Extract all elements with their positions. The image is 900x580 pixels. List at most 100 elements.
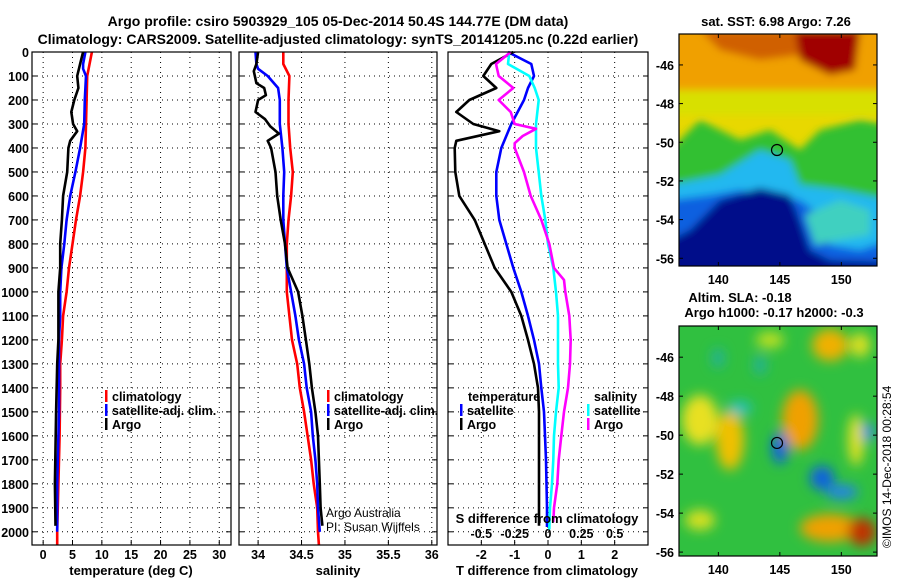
x-tick-label: 0 — [545, 548, 552, 562]
imos-credit: ©IMOS 14-Dec-2018 00:28:54 — [880, 385, 894, 548]
lat-tick-label: -48 — [656, 98, 674, 112]
y-tick-label: 1900 — [1, 502, 29, 516]
legend-swatch-climatology — [327, 390, 330, 402]
difference-legend-temperature: temperature satellite Argo — [460, 390, 540, 432]
s-difference-label: S difference from climatology — [456, 511, 640, 526]
temperature-series-argo — [53, 51, 85, 526]
credit-pi: PI: Susan Wijffels — [326, 520, 420, 534]
legend-label-climatology: climatology — [112, 390, 182, 404]
lat-tick-label: -54 — [656, 214, 674, 228]
lon-tick-label: 150 — [831, 563, 852, 577]
y-tick-label: 1100 — [2, 310, 29, 324]
s-diff-tick-label: 0 — [545, 527, 552, 541]
sst-map-frame — [678, 33, 878, 267]
x-tick-label: 0 — [40, 548, 47, 562]
x-tick-label: -1 — [509, 548, 520, 562]
y-tick-label: 1700 — [1, 454, 29, 468]
s-diff-tick-label: -0.25 — [500, 527, 529, 541]
y-tick-label: 300 — [8, 118, 29, 132]
y-tick-label: 1500 — [1, 406, 29, 420]
x-tick-label: 15 — [124, 548, 138, 562]
lon-tick-label: 150 — [831, 273, 852, 287]
legend-label-s-satellite: satellite — [594, 404, 641, 418]
legend-swatch-argo — [327, 418, 330, 430]
salinity-xlabel: salinity — [316, 563, 362, 578]
figure-title-line1: Argo profile: csiro 5903929_105 05-Dec-2… — [108, 13, 569, 29]
y-tick-label: 400 — [8, 142, 29, 156]
legend-swatch-satellite — [105, 404, 108, 416]
difference-axes-frame — [447, 51, 649, 546]
legend-swatch-argo — [105, 418, 108, 430]
x-tick-label: 20 — [154, 548, 168, 562]
y-tick-label: 1300 — [1, 358, 29, 372]
x-tick-label: 34.5 — [289, 548, 313, 562]
legend-label-satellite: satellite-adj. clim. — [334, 404, 438, 418]
y-tick-label: 2000 — [1, 526, 29, 540]
sst-map-argo-marker — [770, 143, 784, 157]
legend-swatch-s-satellite — [587, 404, 590, 416]
y-tick-label: 600 — [8, 190, 29, 204]
lat-tick-label: -50 — [656, 429, 674, 443]
lon-tick-label: 140 — [708, 273, 729, 287]
x-tick-label: 30 — [212, 548, 226, 562]
x-tick-label: 1 — [578, 548, 585, 562]
y-tick-label: 1000 — [1, 286, 29, 300]
sst-map-title: sat. SST: 6.98 Argo: 7.26 — [701, 14, 851, 29]
x-tick-label: 35.5 — [376, 548, 400, 562]
legend-title-salinity: salinity — [594, 390, 637, 404]
salinity-series-argo — [252, 51, 324, 526]
legend-swatch-s-argo — [587, 418, 590, 430]
s-diff-tick-label: 0.5 — [606, 527, 623, 541]
lat-tick-label: -52 — [656, 468, 674, 482]
sla-map-argo-marker — [770, 436, 784, 450]
legend-label-t-satellite: satellite — [467, 404, 514, 418]
x-tick-label: 5 — [69, 548, 76, 562]
x-tick-label: 2 — [611, 548, 618, 562]
y-tick-label: 1800 — [1, 478, 29, 492]
legend-label-satellite: satellite-adj. clim. — [112, 404, 216, 418]
difference-series-t-satellite — [495, 50, 549, 527]
x-tick-label: 25 — [183, 548, 197, 562]
x-tick-label: 36 — [425, 548, 439, 562]
salinity-panel: 34 34.5 35 35.5 36 — [238, 51, 439, 562]
salinity-axes-frame — [238, 51, 438, 546]
difference-legend-salinity: salinity satellite Argo — [587, 390, 641, 432]
lat-tick-label: -50 — [656, 136, 674, 150]
lat-tick-label: -46 — [656, 351, 674, 365]
y-tick-label: 700 — [8, 214, 29, 228]
credit-argo-australia: Argo Australia — [326, 506, 401, 520]
difference-xlabel: T difference from climatology — [456, 563, 639, 578]
difference-series-s-argo — [494, 50, 572, 523]
legend-label-t-argo: Argo — [467, 418, 497, 432]
sla-map-frame — [678, 325, 878, 557]
x-tick-label: 34 — [251, 548, 265, 562]
difference-panel: -2 -1 0 1 2 -0.5 -0.25 0 0.25 0.5 — [447, 50, 649, 562]
lat-tick-label: -56 — [656, 252, 674, 266]
temperature-legend: climatology satellite-adj. clim. Argo — [105, 390, 216, 432]
legend-swatch-climatology — [105, 390, 108, 402]
salinity-series-climatology — [282, 52, 321, 546]
temperature-series-satellite-adj-clim- — [55, 51, 88, 532]
legend-label-climatology: climatology — [334, 390, 404, 404]
lat-tick-label: -52 — [656, 175, 674, 189]
y-tick-label: 1400 — [1, 382, 29, 396]
sla-map-axes: 140 145 150 -46 -48 -50 -52 -54 -56 — [656, 326, 877, 577]
legend-label-argo: Argo — [334, 418, 364, 432]
lon-tick-label: 145 — [769, 563, 790, 577]
sla-map-title-line1: Altim. SLA: -0.18 — [688, 290, 791, 305]
x-tick-label: -2 — [476, 548, 487, 562]
y-tick-label: 0 — [22, 46, 29, 60]
lat-tick-label: -56 — [656, 546, 674, 560]
figure-title-line2: Climatology: CARS2009. Satellite-adjuste… — [38, 31, 639, 47]
sst-map-axes: 140 145 150 -46 -48 -50 -52 -54 -56 — [656, 34, 877, 287]
temperature-xlabel: temperature (deg C) — [69, 563, 193, 578]
y-tick-label: 200 — [8, 94, 29, 108]
legend-title-temperature: temperature — [468, 390, 540, 404]
s-diff-tick-label: 0.25 — [569, 527, 593, 541]
y-tick-label: 800 — [8, 238, 29, 252]
y-tick-label: 900 — [8, 262, 29, 276]
legend-swatch-satellite — [327, 404, 330, 416]
x-tick-label: 10 — [95, 548, 109, 562]
s-diff-tick-label: -0.5 — [471, 527, 493, 541]
